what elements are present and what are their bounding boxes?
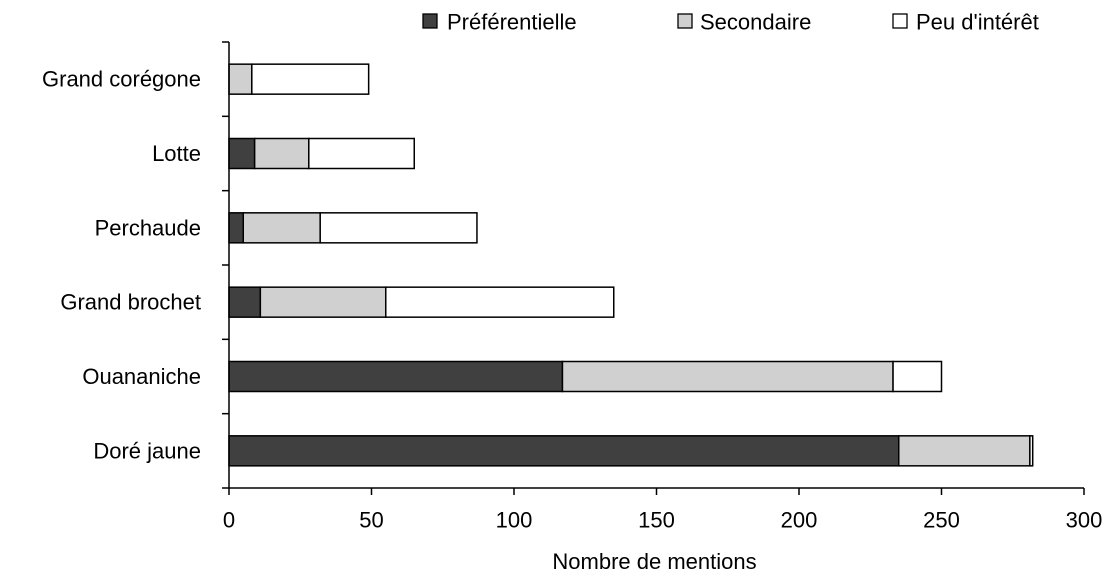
bar-segment [228,212,244,244]
category-label: Lotte [152,141,201,166]
category-label: Grand brochet [60,290,201,315]
bar-segment [308,137,415,170]
x-tick-label: 250 [923,508,960,533]
bar-segment [228,435,900,467]
labels: Grand corégone Lotte Perchaude Grand broche… [42,67,1102,533]
legend-label: Préférentielle [447,10,577,35]
x-axis-title: Nombre de mentions [552,549,756,574]
legend: Préférentielle Secondaire Peu d'intérêt [422,10,1039,35]
category-label: Ouananiche [82,364,201,389]
bar-segment [892,360,943,393]
bars [228,63,1034,467]
x-tick-label: 150 [638,508,675,533]
bar-segment [385,286,615,318]
bar-segment [228,63,253,95]
legend-label: Secondaire [700,10,811,35]
category-label: Perchaude [95,215,201,240]
bar-segment [898,435,1031,467]
x-tick-label: 0 [223,508,235,533]
legend-swatch [892,13,908,29]
bar-segment [251,63,370,95]
bar-segment [319,212,478,244]
category-label: Doré jaune [93,438,201,463]
bar-segment [561,360,894,393]
category-label: Grand corégone [42,67,201,92]
axes [222,41,1085,495]
bar-segment [259,286,387,318]
x-tick-label: 300 [1066,508,1103,533]
x-tick-label: 50 [359,508,383,533]
x-tick-label: 200 [781,508,818,533]
bar-segment [228,360,564,393]
legend-label: Peu d'intérêt [916,10,1039,35]
bar-segment [228,137,256,170]
bar-segment [228,286,262,318]
bar-segment [253,137,310,170]
legend-swatch [677,13,693,29]
bar-segment [242,212,321,244]
x-tick-label: 100 [496,508,533,533]
bar-segment [1029,435,1034,467]
legend-swatch [422,13,438,29]
